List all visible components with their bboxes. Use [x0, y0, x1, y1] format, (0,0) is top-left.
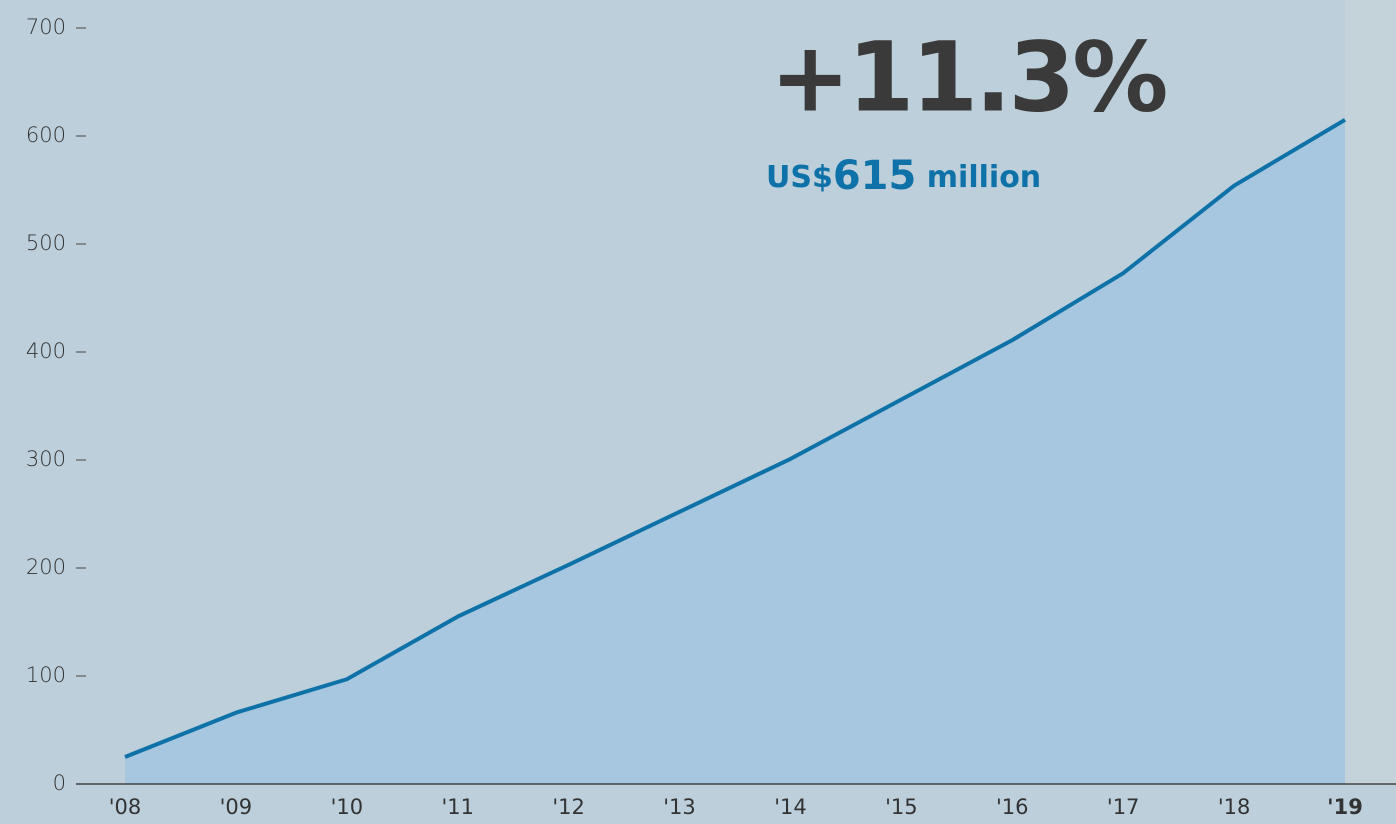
x-tick-label: '19	[1327, 795, 1363, 819]
x-tick-label: '14	[774, 795, 807, 819]
annotation-prefix: US$	[766, 160, 833, 195]
x-tick-label: '10	[331, 795, 364, 819]
background-tail	[1345, 0, 1396, 784]
x-tick-label: '18	[1218, 795, 1251, 819]
y-tick-label: 0	[53, 771, 66, 795]
value-annotation: US$615 million	[766, 153, 1041, 199]
area	[125, 119, 1345, 785]
plot: 0 100 200 300 400 500 600 700 '08 '09 '10 '11 '12 '13…	[26, 15, 1396, 819]
y-tick-label: 300	[26, 447, 66, 471]
annotation-suffix: million	[927, 160, 1041, 195]
x-tick-label: '16	[996, 795, 1029, 819]
x-tick-label: '08	[109, 795, 142, 819]
x-tick-label: '09	[220, 795, 253, 819]
y-tick-label: 100	[26, 663, 66, 687]
y-tick-label: 500	[26, 231, 66, 255]
y-tick-label: 600	[26, 123, 66, 147]
x-tick-label: '13	[663, 795, 696, 819]
y-tick-label: 200	[26, 555, 66, 579]
x-tick-label: '11	[441, 795, 474, 819]
y-tick-label: 700	[26, 15, 66, 39]
line	[124, 118, 1347, 759]
annotation-value: 615	[833, 153, 917, 199]
x-tick-label: '17	[1107, 795, 1140, 819]
y-tick-label: 400	[26, 339, 66, 363]
change-annotation: +11.3%	[770, 21, 1166, 133]
x-tick-label: '15	[885, 795, 918, 819]
x-tick-label: '12	[552, 795, 585, 819]
